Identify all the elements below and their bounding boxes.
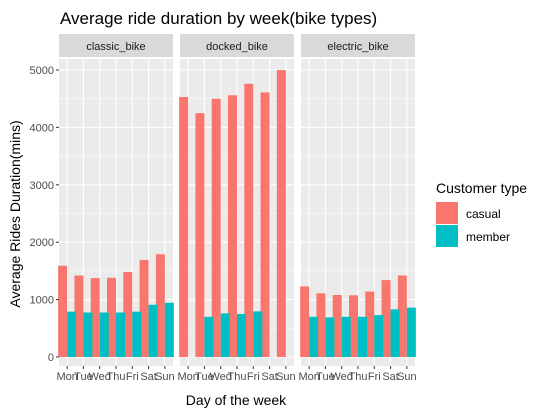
facet-strip-label: electric_bike <box>327 41 388 53</box>
y-tick-label: 2000 <box>30 237 54 249</box>
y-tick-label: 0 <box>48 352 54 364</box>
x-axis-label: Day of the week <box>186 392 287 408</box>
facet-strip-label: classic_bike <box>86 41 145 53</box>
x-tick-label: Thu <box>107 371 126 383</box>
legend-label-casual: casual <box>466 207 501 221</box>
bar-member-Sun <box>407 308 416 357</box>
legend-label-member: member <box>466 230 510 244</box>
y-tick-label: 3000 <box>30 180 54 192</box>
bar-member-Fri <box>132 312 141 357</box>
bar-member-Mon <box>67 312 76 357</box>
bar-casual-Mon <box>300 286 309 357</box>
bar-casual-Tue <box>195 113 204 357</box>
bar-member-Thu <box>116 313 125 357</box>
bar-casual-Mon <box>179 97 188 357</box>
bar-member-Sun <box>165 303 174 357</box>
bar-member-Sat <box>149 305 158 357</box>
x-tick-label: Thu <box>228 371 247 383</box>
y-tick-label: 1000 <box>30 295 54 307</box>
bar-member-Tue <box>325 317 334 357</box>
legend-title: Customer type <box>436 180 527 196</box>
bar-member-Fri <box>253 311 262 357</box>
y-axis-label: Average Rides Duration(mins) <box>7 120 23 307</box>
x-tick-label: Sun <box>397 371 417 383</box>
bar-casual-Mon <box>58 266 67 357</box>
bar-member-Tue <box>83 313 92 357</box>
x-tick-label: Sun <box>276 371 296 383</box>
x-tick-label: Thu <box>349 371 368 383</box>
facet-strip-label: docked_bike <box>206 41 268 53</box>
x-tick-label: Fri <box>126 371 139 383</box>
legend-key-casual <box>436 202 458 224</box>
y-tick-label: 5000 <box>30 65 54 77</box>
legend: Customer type casual member <box>436 180 527 247</box>
bar-member-Wed <box>221 313 230 357</box>
chart-title: Average ride duration by week(bike types… <box>60 9 377 28</box>
bar-member-Mon <box>309 317 318 357</box>
bar-member-Thu <box>358 317 367 357</box>
x-tick-label: Fri <box>247 371 260 383</box>
y-tick-label: 4000 <box>30 122 54 134</box>
bar-member-Fri <box>374 315 383 357</box>
bar-member-Sat <box>391 309 400 357</box>
bar-member-Wed <box>342 317 351 357</box>
bar-member-Tue <box>204 317 213 357</box>
y-axis: 0 1000 2000 3000 4000 5000 <box>30 65 59 364</box>
x-tick-label: Fri <box>368 371 381 383</box>
bar-casual-Sun <box>277 70 286 357</box>
bar-member-Wed <box>100 313 109 357</box>
legend-key-member <box>436 225 458 247</box>
x-tick-label: Sun <box>155 371 175 383</box>
bar-member-Thu <box>237 314 246 357</box>
